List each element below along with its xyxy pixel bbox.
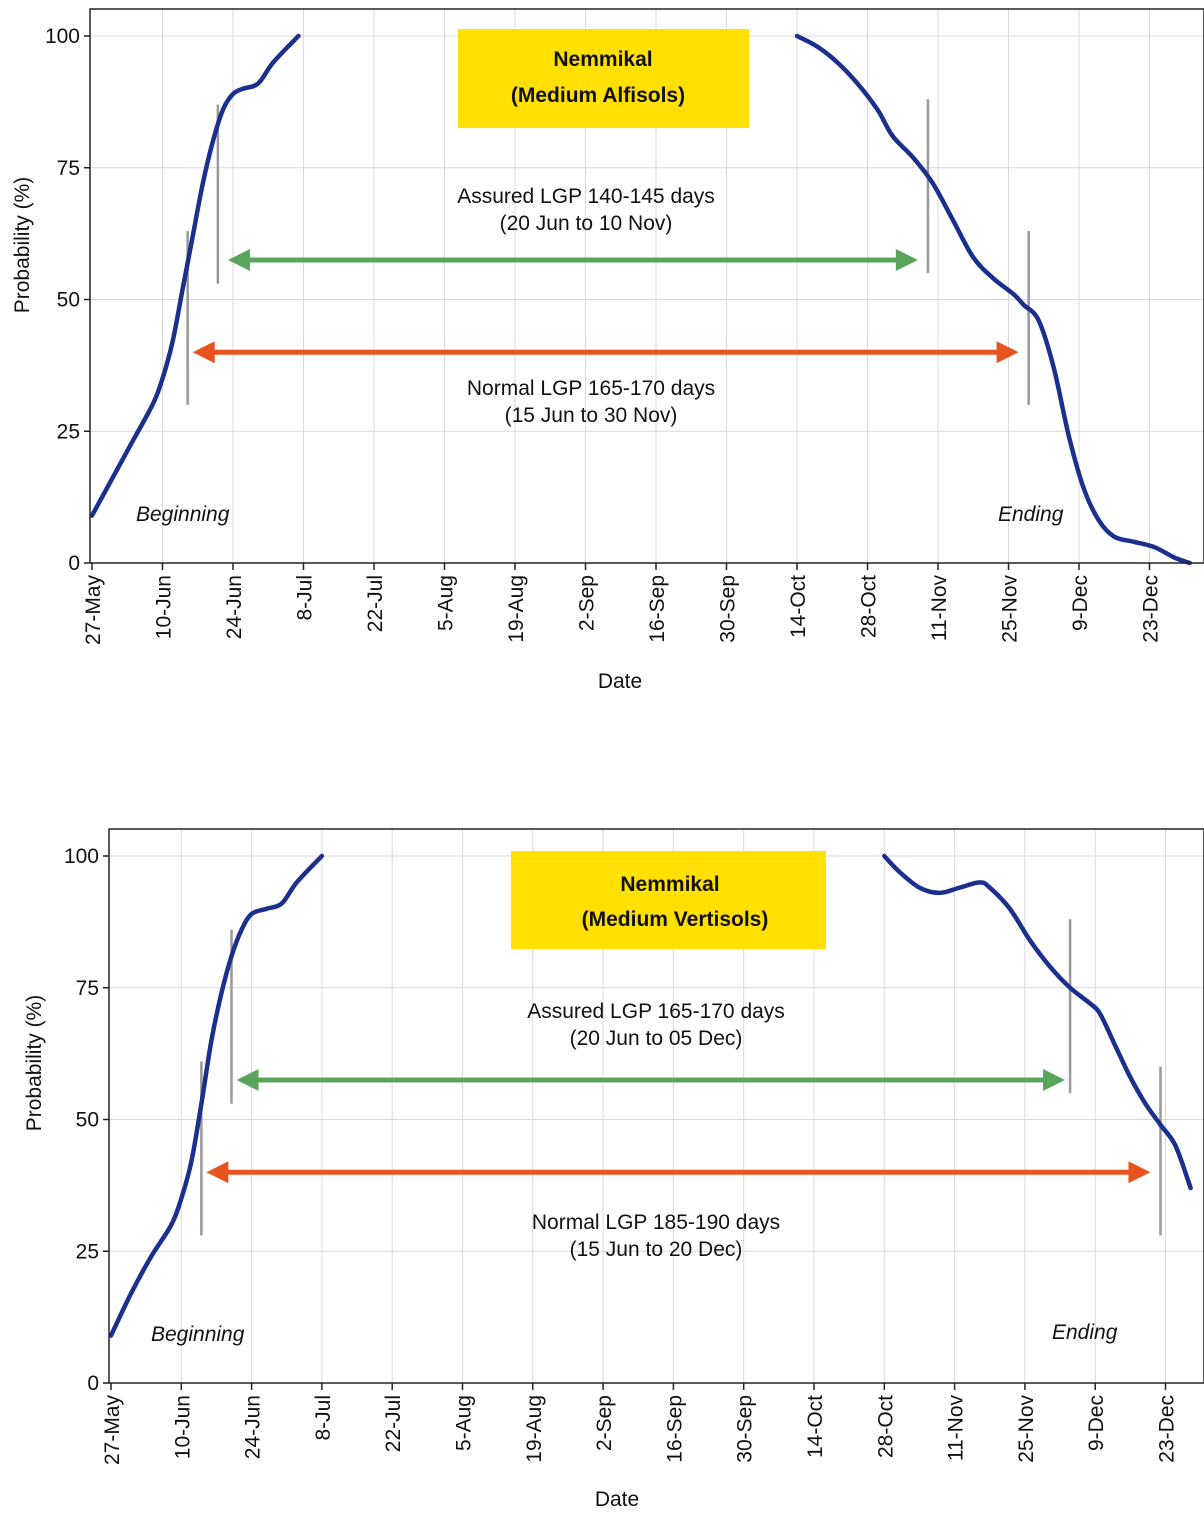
- x-tick-label: 11-Nov: [928, 575, 951, 642]
- assured-lgp-label: Assured LGP 165-170 days: [527, 1000, 785, 1023]
- y-tick-label: 50: [57, 289, 80, 312]
- normal-lgp-label: Normal LGP 185-190 days: [532, 1211, 780, 1234]
- x-tick-label: 10-Jun: [171, 1395, 194, 1459]
- x-tick-label: 11-Nov: [945, 1395, 968, 1462]
- x-tick-label: 9-Dec: [1069, 575, 1092, 631]
- assured-lgp-dates: (20 Jun to 05 Dec): [570, 1027, 743, 1050]
- x-tick-label: 8-Jul: [294, 575, 317, 621]
- y-tick-label: 25: [57, 420, 80, 443]
- arrow-head-right: [996, 341, 1019, 364]
- plot-frame: [89, 8, 1204, 564]
- x-tick-label: 23-Dec: [1140, 575, 1163, 643]
- normal-lgp-arrow: [206, 1161, 1151, 1184]
- title-box: [458, 29, 749, 128]
- chart-subtitle: (Medium Vertisols): [582, 908, 769, 931]
- x-tick-label: 27-May: [101, 1395, 124, 1466]
- x-tick-label: 16-Sep: [663, 1395, 686, 1463]
- y-tick-label: 100: [45, 25, 80, 48]
- x-axis-label: Date: [598, 670, 642, 693]
- x-tick-label: 2-Sep: [576, 575, 599, 631]
- y-tick-label: 25: [76, 1240, 99, 1263]
- normal-lgp-dates: (15 Jun to 20 Dec): [570, 1238, 743, 1261]
- y-tick-label: 0: [87, 1372, 99, 1395]
- x-tick-label: 25-Nov: [999, 575, 1022, 643]
- beginning-annotation: Beginning: [136, 503, 230, 526]
- plot-frame: [108, 828, 1204, 1384]
- assured-lgp-dates: (20 Jun to 10 Nov): [500, 212, 673, 235]
- normal-lgp-arrow: [192, 341, 1019, 364]
- chart-subtitle: (Medium Alfisols): [511, 84, 685, 107]
- chart-panel-alfisols: 0 25 50 75 100 27-May 10-Jun 24-Jun 8-Jul 22-Jul…: [11, 8, 1204, 693]
- series-line-beginning: [89, 33, 301, 518]
- x-tick-label: 9-Dec: [1085, 1395, 1108, 1451]
- assured-lgp-arrow: [236, 1068, 1066, 1091]
- y-tick-label: 50: [76, 1109, 99, 1132]
- series-line-beginning: [108, 853, 325, 1338]
- chart-title: Nemmikal: [620, 873, 719, 896]
- arrow-head-left: [192, 341, 215, 364]
- normal-lgp-label: Normal LGP 165-170 days: [467, 377, 715, 400]
- arrow-head-right: [1043, 1068, 1066, 1091]
- x-tick-label: 16-Sep: [646, 575, 669, 643]
- x-tick-label: 30-Sep: [717, 575, 740, 643]
- assured-lgp-arrow: [227, 248, 918, 271]
- x-tick-label: 5-Aug: [453, 1395, 476, 1451]
- x-tick-label: 28-Oct: [858, 575, 881, 638]
- x-tick-label: 22-Jul: [364, 575, 387, 632]
- assured-lgp-label: Assured LGP 140-145 days: [457, 185, 715, 208]
- ending-annotation: Ending: [998, 503, 1064, 526]
- x-tick-label: 19-Aug: [523, 1395, 546, 1463]
- y-axis-label: Probability (%): [23, 995, 46, 1132]
- x-tick-label: 8-Jul: [312, 1395, 335, 1441]
- title-box: [511, 851, 826, 949]
- arrow-head-right: [1128, 1161, 1151, 1184]
- x-tick-label: 23-Dec: [1156, 1395, 1179, 1463]
- x-tick-label: 28-Oct: [874, 1395, 897, 1458]
- x-axis-label: Date: [595, 1488, 639, 1511]
- series-line-ending: [794, 33, 1193, 566]
- arrow-head-left: [227, 248, 250, 271]
- x-tick-label: 19-Aug: [505, 575, 528, 643]
- x-tick-label: 22-Jul: [382, 1395, 405, 1452]
- y-tick-label: 0: [68, 552, 80, 575]
- y-tick-label: 100: [64, 845, 99, 868]
- arrow-head-right: [895, 248, 918, 271]
- series-line-ending: [882, 853, 1193, 1191]
- x-tick-label: 25-Nov: [1015, 1395, 1038, 1463]
- chart-title: Nemmikal: [553, 48, 652, 71]
- normal-lgp-dates: (15 Jun to 30 Nov): [505, 404, 678, 427]
- ending-annotation: Ending: [1052, 1321, 1118, 1344]
- beginning-annotation: Beginning: [151, 1323, 245, 1346]
- x-tick-label: 14-Oct: [787, 575, 810, 638]
- x-tick-label: 10-Jun: [153, 575, 176, 639]
- arrow-head-left: [236, 1068, 259, 1091]
- x-tick-label: 2-Sep: [593, 1395, 616, 1451]
- x-tick-label: 24-Jun: [242, 1395, 265, 1459]
- y-tick-label: 75: [57, 157, 80, 180]
- y-tick-label: 75: [76, 977, 99, 1000]
- chart-panel-vertisols: 0 25 50 75 100 27-May 10-Jun 24-Jun 8-Jul 22-Jul…: [23, 828, 1204, 1511]
- x-tick-label: 27-May: [82, 575, 105, 646]
- x-tick-label: 24-Jun: [223, 575, 246, 639]
- y-axis-label: Probability (%): [11, 177, 34, 314]
- x-tick-label: 30-Sep: [734, 1395, 757, 1463]
- x-tick-label: 5-Aug: [435, 575, 458, 631]
- x-tick-label: 14-Oct: [804, 1395, 827, 1458]
- arrow-head-left: [206, 1161, 229, 1184]
